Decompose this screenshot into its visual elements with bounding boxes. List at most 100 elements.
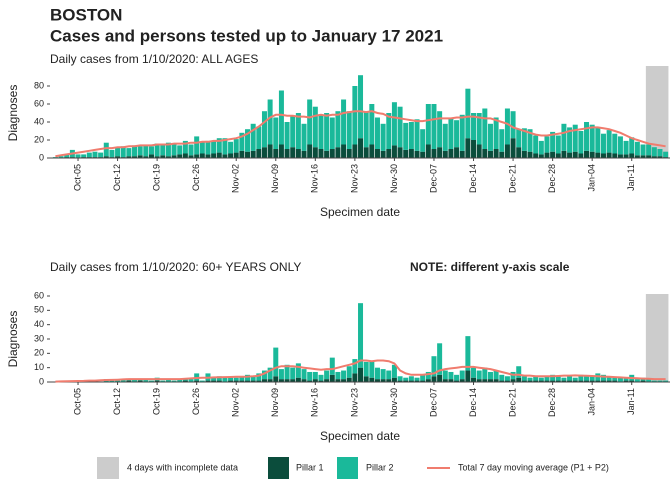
panel-title: Daily cases from 1/10/2020: 60+ YEARS ON… bbox=[50, 260, 301, 274]
bar bbox=[493, 370, 499, 380]
bar bbox=[273, 347, 279, 377]
x-tick-label: Dec-14 bbox=[468, 388, 478, 417]
x-tick-label: Nov-09 bbox=[270, 388, 280, 417]
bar bbox=[595, 152, 601, 158]
bar bbox=[307, 144, 313, 158]
bar bbox=[318, 149, 324, 158]
bar bbox=[194, 136, 200, 155]
bar bbox=[211, 153, 217, 158]
bar bbox=[589, 124, 595, 152]
bar bbox=[584, 376, 590, 381]
bar bbox=[369, 360, 375, 378]
bar bbox=[369, 377, 375, 382]
bar bbox=[374, 379, 380, 382]
bar bbox=[550, 374, 556, 381]
bar bbox=[629, 137, 635, 154]
x-tick-label: Oct-26 bbox=[191, 164, 201, 191]
y-tick-label: 0 bbox=[39, 152, 44, 162]
y-tick-label: 80 bbox=[34, 80, 44, 90]
bar bbox=[386, 379, 392, 382]
bar bbox=[120, 146, 126, 158]
bar bbox=[454, 120, 460, 148]
bar bbox=[216, 152, 222, 158]
bar bbox=[380, 150, 386, 158]
y-tick-label: 0 bbox=[39, 376, 44, 386]
bar bbox=[544, 152, 550, 158]
bar bbox=[634, 379, 640, 382]
x-tick-label: Dec-21 bbox=[507, 164, 517, 193]
bar bbox=[584, 380, 590, 382]
bar bbox=[115, 156, 121, 158]
bar bbox=[403, 122, 409, 150]
bar bbox=[171, 380, 177, 382]
bar bbox=[154, 380, 160, 382]
bar bbox=[98, 152, 104, 158]
bar bbox=[284, 149, 290, 158]
bar bbox=[307, 99, 313, 145]
bar bbox=[487, 150, 493, 158]
bar bbox=[250, 150, 256, 158]
bar bbox=[516, 377, 522, 382]
bar bbox=[177, 379, 183, 382]
legend-swatch bbox=[97, 457, 119, 479]
bar bbox=[171, 155, 177, 158]
bar bbox=[335, 111, 341, 148]
bar bbox=[228, 153, 234, 158]
legend-label: Pillar 2 bbox=[366, 462, 394, 472]
bar bbox=[538, 380, 544, 382]
bar bbox=[414, 380, 420, 382]
bar bbox=[295, 363, 301, 378]
bar bbox=[239, 380, 245, 382]
bar bbox=[329, 357, 335, 375]
bar bbox=[391, 102, 397, 146]
bar bbox=[290, 115, 296, 148]
bar bbox=[245, 380, 251, 382]
bar bbox=[363, 111, 369, 148]
bar bbox=[561, 377, 567, 381]
bar bbox=[103, 156, 109, 158]
bar bbox=[318, 114, 324, 149]
x-tick-label: Nov-02 bbox=[231, 388, 241, 417]
bar bbox=[482, 108, 488, 149]
y-tick-label: 60 bbox=[34, 290, 44, 300]
bar bbox=[572, 124, 578, 152]
bar bbox=[448, 117, 454, 149]
y-tick-label: 60 bbox=[34, 98, 44, 108]
incomplete-shade bbox=[645, 66, 669, 158]
bar bbox=[143, 156, 149, 158]
bar bbox=[538, 377, 544, 381]
bar bbox=[374, 367, 380, 380]
bar bbox=[606, 376, 612, 381]
bar bbox=[273, 117, 279, 149]
bar bbox=[555, 376, 561, 381]
bar bbox=[437, 374, 443, 382]
bar bbox=[510, 379, 516, 382]
bar bbox=[267, 367, 273, 380]
bar bbox=[109, 149, 115, 158]
x-tick-label: Jan-04 bbox=[587, 164, 597, 192]
bar bbox=[476, 144, 482, 158]
bar bbox=[550, 131, 556, 152]
bar bbox=[324, 370, 330, 380]
bar bbox=[646, 155, 652, 158]
bar bbox=[295, 377, 301, 382]
bar bbox=[205, 154, 211, 158]
bar bbox=[408, 380, 414, 382]
bar bbox=[233, 377, 239, 381]
bar bbox=[380, 123, 386, 151]
bar bbox=[245, 151, 251, 158]
bar bbox=[358, 138, 364, 158]
bar bbox=[454, 147, 460, 158]
bar bbox=[640, 380, 646, 382]
bar bbox=[211, 140, 217, 154]
bar bbox=[600, 153, 606, 158]
bar bbox=[177, 145, 183, 155]
bar bbox=[273, 149, 279, 158]
bar bbox=[425, 144, 431, 158]
bar bbox=[431, 356, 437, 377]
bar bbox=[216, 376, 222, 381]
bar bbox=[261, 147, 267, 158]
bar bbox=[307, 371, 313, 381]
y-tick-label: 10 bbox=[34, 362, 44, 372]
